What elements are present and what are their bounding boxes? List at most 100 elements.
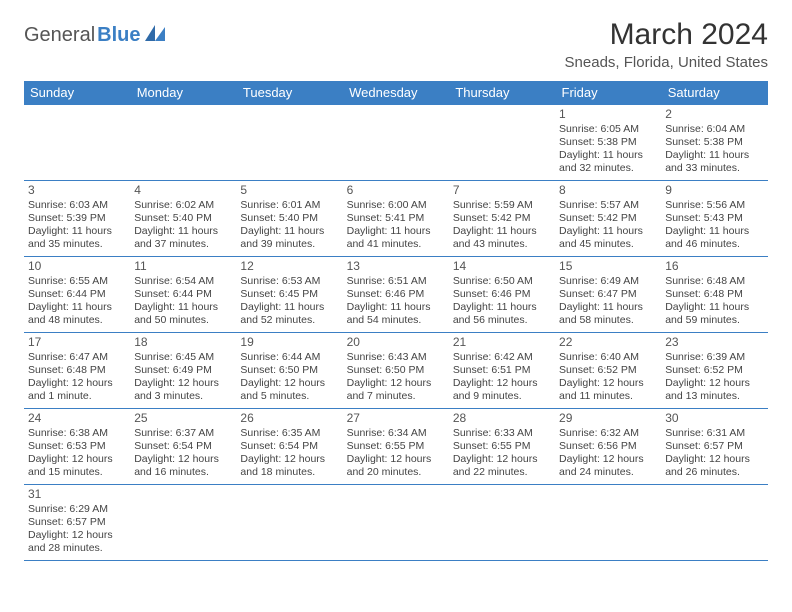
calendar-cell: 15Sunrise: 6:49 AMSunset: 6:47 PMDayligh… — [555, 257, 661, 333]
daylight-text: and 46 minutes. — [665, 238, 763, 251]
sunrise-text: Sunrise: 6:33 AM — [453, 427, 551, 440]
daylight-text: and 3 minutes. — [134, 390, 232, 403]
calendar-cell: 18Sunrise: 6:45 AMSunset: 6:49 PMDayligh… — [130, 333, 236, 409]
daylight-text: Daylight: 11 hours — [347, 225, 445, 238]
day-number: 23 — [665, 335, 763, 350]
calendar-cell: 23Sunrise: 6:39 AMSunset: 6:52 PMDayligh… — [661, 333, 767, 409]
daylight-text: and 54 minutes. — [347, 314, 445, 327]
calendar-cell: 3Sunrise: 6:03 AMSunset: 5:39 PMDaylight… — [24, 181, 130, 257]
sunset-text: Sunset: 6:49 PM — [134, 364, 232, 377]
daylight-text: Daylight: 11 hours — [134, 301, 232, 314]
calendar-cell: 17Sunrise: 6:47 AMSunset: 6:48 PMDayligh… — [24, 333, 130, 409]
header: GeneralBlue March 2024 Sneads, Florida, … — [24, 18, 768, 71]
daylight-text: Daylight: 12 hours — [134, 377, 232, 390]
sunset-text: Sunset: 5:38 PM — [665, 136, 763, 149]
daylight-text: Daylight: 11 hours — [665, 301, 763, 314]
calendar-cell: 16Sunrise: 6:48 AMSunset: 6:48 PMDayligh… — [661, 257, 767, 333]
daylight-text: and 28 minutes. — [28, 542, 126, 555]
calendar-cell — [24, 105, 130, 181]
calendar-cell: 4Sunrise: 6:02 AMSunset: 5:40 PMDaylight… — [130, 181, 236, 257]
calendar-row: 24Sunrise: 6:38 AMSunset: 6:53 PMDayligh… — [24, 409, 768, 485]
day-number: 22 — [559, 335, 657, 350]
calendar-cell: 13Sunrise: 6:51 AMSunset: 6:46 PMDayligh… — [343, 257, 449, 333]
calendar-cell: 26Sunrise: 6:35 AMSunset: 6:54 PMDayligh… — [236, 409, 342, 485]
daylight-text: and 32 minutes. — [559, 162, 657, 175]
calendar-cell: 24Sunrise: 6:38 AMSunset: 6:53 PMDayligh… — [24, 409, 130, 485]
calendar-cell: 1Sunrise: 6:05 AMSunset: 5:38 PMDaylight… — [555, 105, 661, 181]
day-number: 30 — [665, 411, 763, 426]
title-block: March 2024 Sneads, Florida, United State… — [565, 18, 768, 71]
day-number: 1 — [559, 107, 657, 122]
calendar-row: 1Sunrise: 6:05 AM Sunset: 5:38 PM Daylight… — [24, 105, 768, 181]
day-number: 9 — [665, 183, 763, 198]
sunset-text: Sunset: 5:43 PM — [665, 212, 763, 225]
day-number: 15 — [559, 259, 657, 274]
daylight-text: and 9 minutes. — [453, 390, 551, 403]
sunrise-text: Sunrise: 6:54 AM — [134, 275, 232, 288]
daylight-text: Daylight: 12 hours — [453, 377, 551, 390]
logo: GeneralBlue — [24, 18, 167, 47]
daylight-text: Daylight: 11 hours — [453, 225, 551, 238]
calendar-cell: 31Sunrise: 6:29 AMSunset: 6:57 PMDayligh… — [24, 485, 130, 561]
calendar-table: SundayMondayTuesdayWednesdayThursdayFrid… — [24, 81, 768, 561]
day-number: 13 — [347, 259, 445, 274]
day-header: Tuesday — [236, 81, 342, 105]
sunrise-text: Sunrise: 6:03 AM — [28, 199, 126, 212]
calendar-cell: 21Sunrise: 6:42 AMSunset: 6:51 PMDayligh… — [449, 333, 555, 409]
daylight-text: Daylight: 11 hours — [559, 149, 657, 162]
daylight-text: and 56 minutes. — [453, 314, 551, 327]
header-row: SundayMondayTuesdayWednesdayThursdayFrid… — [24, 81, 768, 105]
sunrise-text: Sunrise: 6:51 AM — [347, 275, 445, 288]
daylight-text: Daylight: 11 hours — [559, 225, 657, 238]
day-number: 27 — [347, 411, 445, 426]
daylight-text: and 37 minutes. — [134, 238, 232, 251]
daylight-text: Daylight: 11 hours — [240, 301, 338, 314]
daylight-text: Daylight: 11 hours — [665, 225, 763, 238]
daylight-text: Daylight: 12 hours — [347, 453, 445, 466]
day-number: 2 — [665, 107, 763, 122]
logo-text-general: General — [24, 24, 95, 47]
calendar-cell — [449, 105, 555, 181]
sunrise-text: Sunrise: 6:38 AM — [28, 427, 126, 440]
day-number: 19 — [240, 335, 338, 350]
calendar-cell: 2Sunrise: 6:04 AMSunset: 5:38 PMDaylight… — [661, 105, 767, 181]
calendar-row: 31Sunrise: 6:29 AMSunset: 6:57 PMDayligh… — [24, 485, 768, 561]
sunrise-text: Sunrise: 5:56 AM — [665, 199, 763, 212]
daylight-text: Daylight: 12 hours — [134, 453, 232, 466]
daylight-text: Daylight: 11 hours — [28, 301, 126, 314]
calendar-cell: 14Sunrise: 6:50 AMSunset: 6:46 PMDayligh… — [449, 257, 555, 333]
day-number: 14 — [453, 259, 551, 274]
calendar-cell — [130, 105, 236, 181]
daylight-text: and 50 minutes. — [134, 314, 232, 327]
sunrise-text: Sunrise: 6:40 AM — [559, 351, 657, 364]
day-number: 8 — [559, 183, 657, 198]
calendar-body: 1Sunrise: 6:05 AM Sunset: 5:38 PM Daylight… — [24, 105, 768, 561]
daylight-text: Daylight: 12 hours — [240, 453, 338, 466]
daylight-text: and 11 minutes. — [559, 390, 657, 403]
day-number: 31 — [28, 487, 126, 502]
daylight-text: Daylight: 12 hours — [240, 377, 338, 390]
calendar-cell: 30Sunrise: 6:31 AMSunset: 6:57 PMDayligh… — [661, 409, 767, 485]
sunrise-text: Sunrise: 6:05 AM — [559, 123, 657, 136]
calendar-cell — [661, 485, 767, 561]
calendar-cell: 22Sunrise: 6:40 AMSunset: 6:52 PMDayligh… — [555, 333, 661, 409]
sunrise-text: Sunrise: 6:34 AM — [347, 427, 445, 440]
day-number: 25 — [134, 411, 232, 426]
sunrise-text: Sunrise: 6:49 AM — [559, 275, 657, 288]
daylight-text: Daylight: 11 hours — [28, 225, 126, 238]
day-number: 28 — [453, 411, 551, 426]
daylight-text: and 33 minutes. — [665, 162, 763, 175]
sunset-text: Sunset: 6:56 PM — [559, 440, 657, 453]
sunrise-text: Sunrise: 6:01 AM — [240, 199, 338, 212]
sunset-text: Sunset: 6:55 PM — [347, 440, 445, 453]
calendar-cell: 27Sunrise: 6:34 AMSunset: 6:55 PMDayligh… — [343, 409, 449, 485]
sunset-text: Sunset: 5:40 PM — [240, 212, 338, 225]
daylight-text: and 16 minutes. — [134, 466, 232, 479]
calendar-head: SundayMondayTuesdayWednesdayThursdayFrid… — [24, 81, 768, 105]
sunset-text: Sunset: 6:57 PM — [28, 516, 126, 529]
daylight-text: Daylight: 12 hours — [665, 377, 763, 390]
day-number: 20 — [347, 335, 445, 350]
day-number: 7 — [453, 183, 551, 198]
sunrise-text: Sunrise: 6:35 AM — [240, 427, 338, 440]
daylight-text: and 5 minutes. — [240, 390, 338, 403]
